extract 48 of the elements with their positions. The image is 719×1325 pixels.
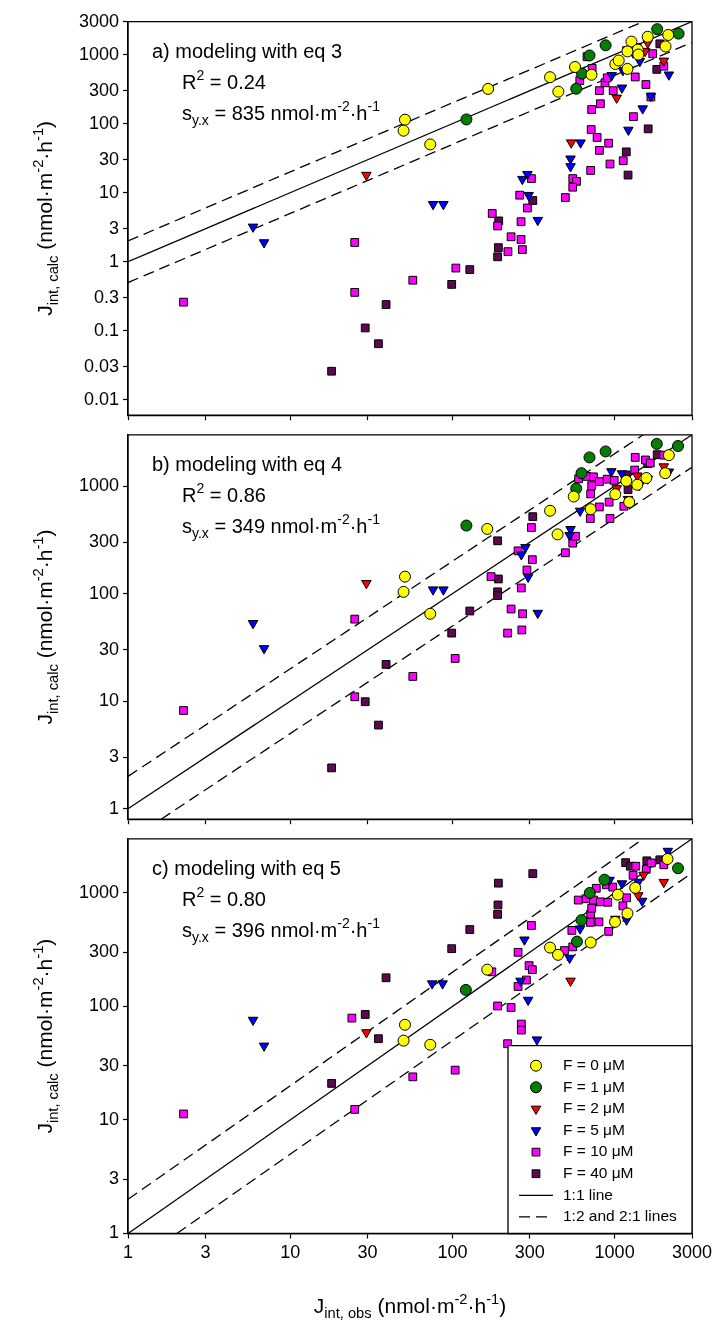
legend-label: F = 0 μM	[563, 1055, 625, 1073]
y-tick-label: 100	[88, 112, 119, 133]
y-tick-label: 0.01	[83, 388, 119, 409]
legend-label: F = 5 μM	[563, 1120, 625, 1138]
y-tick-label: 30	[98, 148, 119, 169]
legend-label: F = 1 μM	[563, 1077, 625, 1095]
y-tick-label: 1000	[78, 881, 119, 902]
y-tick-label: 1	[108, 1222, 119, 1243]
y-tick-label: 3000	[78, 10, 119, 31]
x-tick-label: 100	[437, 1242, 468, 1263]
y-tick-label: 10	[98, 181, 119, 202]
y-tick-label: 0.1	[93, 319, 119, 340]
annotation: b) modeling with eq 4	[152, 452, 343, 475]
legend-label: F = 2 μM	[563, 1099, 625, 1117]
legend-label: 1:1 line	[563, 1185, 613, 1203]
x-tick-label: 30	[357, 1242, 378, 1263]
x-tick-label: 3	[200, 1242, 211, 1263]
y-tick-label: 10	[98, 690, 119, 711]
y-tick-label: 1000	[78, 475, 119, 496]
x-tick-label: 1	[122, 1242, 134, 1263]
y-tick-label: 30	[98, 638, 119, 659]
x-tick-label: 1000	[594, 1242, 635, 1263]
y-tick-label: 0.03	[83, 355, 119, 376]
legend-label: F = 40 μM	[563, 1163, 634, 1181]
x-tick-label: 3000	[671, 1242, 713, 1263]
y-tick-label: 3	[108, 1168, 119, 1189]
y-tick-label: 300	[88, 79, 119, 100]
y-tick-label: 1000	[78, 43, 119, 64]
y-tick-label: 30	[98, 1054, 119, 1075]
legend-label: 1:2 and 2:1 lines	[563, 1207, 677, 1225]
y-tick-label: 100	[88, 995, 119, 1016]
y-axis-title: Jint, calc (nmol·m-2·h-1)	[30, 529, 61, 725]
y-axis-title: Jint, calc (nmol·m-2·h-1)	[30, 120, 61, 316]
y-tick-label: 0.3	[93, 286, 119, 307]
annotation: c) modeling with eq 5	[152, 856, 341, 879]
y-tick-label: 1	[108, 250, 119, 271]
y-tick-label: 100	[88, 582, 119, 603]
y-tick-label: 300	[88, 531, 119, 552]
legend-label: F = 10 μM	[563, 1142, 634, 1160]
annotation: a) modeling with eq 3	[152, 39, 343, 62]
y-tick-label: 10	[98, 1108, 119, 1129]
x-tick-label: 10	[280, 1242, 301, 1263]
x-tick-label: 300	[514, 1242, 545, 1263]
y-tick-label: 3	[108, 746, 119, 767]
y-tick-label: 300	[88, 941, 119, 962]
y-axis-title: Jint, calc (nmol·m-2·h-1)	[30, 938, 61, 1134]
y-tick-label: 3	[108, 217, 119, 238]
y-tick-label: 1	[108, 797, 119, 818]
